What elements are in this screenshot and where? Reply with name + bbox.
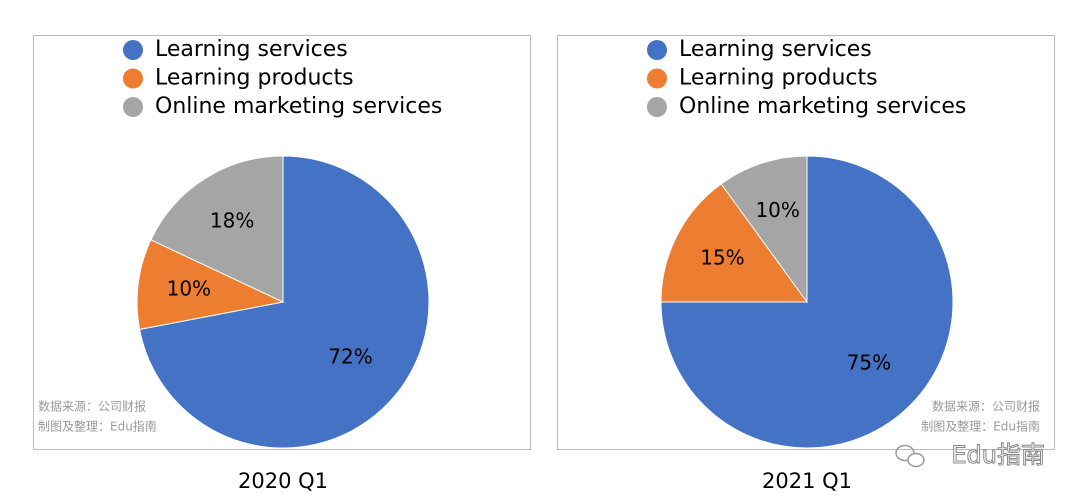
- source-note: 数据来源：公司财报: [38, 399, 146, 414]
- data-label: 15%: [700, 245, 744, 269]
- pie-slice: [139, 155, 430, 449]
- pie-slice: [720, 155, 808, 304]
- source-note: 数据来源：公司财报: [932, 399, 1040, 414]
- pie-slice: [136, 239, 285, 330]
- data-label: 18%: [210, 208, 254, 232]
- legend-swatch: [123, 68, 143, 89]
- panel-frame: [557, 35, 1055, 450]
- credit-note: 制图及整理：Edu指南: [38, 419, 157, 434]
- data-label: 10%: [755, 198, 799, 222]
- legend-swatch: [123, 97, 143, 117]
- legend-label: Online marketing services: [679, 94, 966, 119]
- legend-swatch: [123, 40, 143, 60]
- chart-title: 2020 Q1: [238, 469, 328, 493]
- credit-note: 制图及整理：Edu指南: [921, 419, 1040, 434]
- pie-slice: [150, 155, 284, 303]
- data-label: 75%: [847, 350, 891, 374]
- chart-title: 2021 Q1: [762, 469, 852, 493]
- legend-swatch: [647, 40, 667, 60]
- legend-label: Learning products: [155, 66, 354, 91]
- legend-label: Online marketing services: [155, 94, 442, 119]
- legend-swatch: [647, 68, 667, 89]
- watermark: Edu指南: [951, 441, 1045, 469]
- legend-label: Learning services: [679, 37, 872, 62]
- watermark-icon: [895, 444, 925, 468]
- legend-swatch: [647, 97, 667, 117]
- data-label: 10%: [167, 277, 211, 301]
- panel-frame: [33, 35, 531, 450]
- legend-label: Learning services: [155, 37, 348, 62]
- legend-label: Learning products: [679, 66, 878, 91]
- pie-slice: [660, 183, 808, 303]
- data-label: 72%: [328, 344, 372, 368]
